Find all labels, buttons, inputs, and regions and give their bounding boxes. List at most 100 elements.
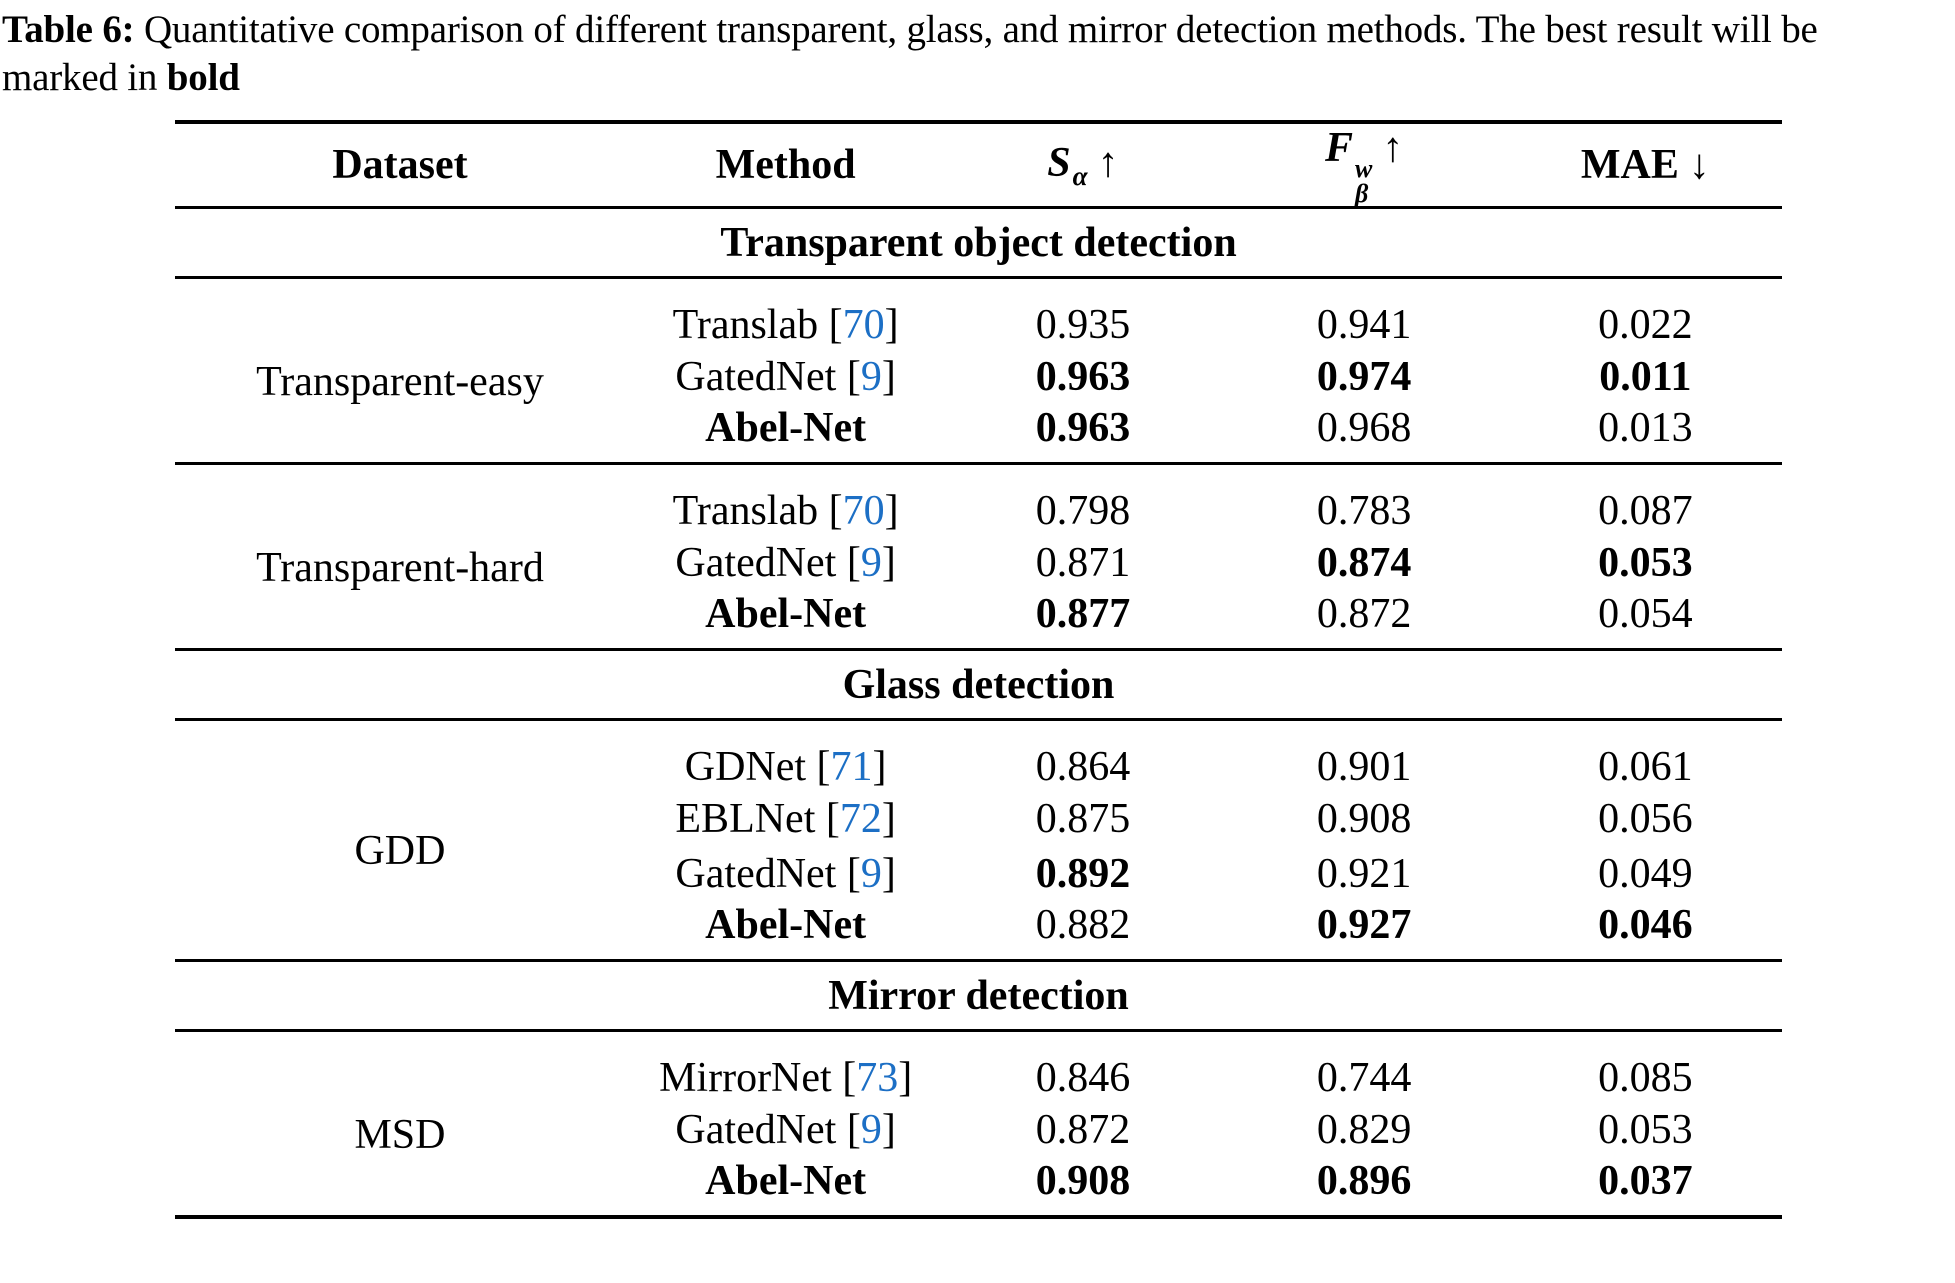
metric-cell-mae: 0.085 (1598, 1055, 1693, 1101)
citation-link[interactable]: 9 (860, 539, 882, 586)
method-cell: GatedNet [9] (675, 353, 896, 400)
metric-cell-fb: 0.872 (1316, 591, 1412, 637)
dataset-group: Transparent-easy Translab [70] 0.935 0.941 0… (175, 278, 1782, 464)
table-row: Abel-Net 0.963 0.968 0.013 (175, 404, 1782, 464)
metric-cell-fb: 0.744 (1316, 1055, 1412, 1101)
metric-cell-fb: 0.829 (1316, 1106, 1412, 1153)
method-name: Abel-Net (705, 591, 867, 637)
method-cell: EBLNet [72] (675, 795, 896, 842)
dataset-cell: Transparent-hard (256, 544, 544, 591)
section-title-row: Glass detection (175, 650, 1782, 720)
section: Glass detection (175, 650, 1782, 720)
method-cell: Abel-Net (625, 590, 946, 650)
metric-cell-sa: 0.877 (1035, 591, 1131, 637)
f-beta-superscript: w (1354, 154, 1373, 183)
citation-link[interactable]: 9 (860, 850, 882, 897)
method-cell: MirrorNet [73] (659, 1055, 913, 1101)
method-name: GatedNet (675, 1106, 837, 1153)
method-name: Abel-Net (705, 405, 867, 451)
metric-cell-fb: 0.901 (1316, 744, 1412, 790)
metric-cell-fb: 0.921 (1316, 850, 1412, 897)
method-name: Translab (672, 302, 819, 348)
metric-cell-fb: 0.783 (1316, 488, 1412, 534)
metric-cell-sa: 0.908 (1035, 1158, 1131, 1204)
table-row: EBLNet [72] 0.875 0.908 0.056 (175, 791, 1782, 846)
metric-cell-fb: 0.896 (1316, 1158, 1412, 1204)
metric-cell-fb: 0.941 (1316, 302, 1412, 348)
method-cell: Abel-Net (625, 1157, 946, 1217)
metric-cell-sa: 0.882 (1035, 902, 1131, 948)
f-beta-subscript: β (1354, 179, 1369, 208)
metric-cell-mae: 0.054 (1598, 591, 1693, 637)
section-title-row: Transparent object detection (175, 208, 1782, 278)
metric-cell-sa: 0.872 (1035, 1106, 1131, 1153)
table-row: MSD MirrorNet [73] 0.846 0.744 0.085 (175, 1031, 1782, 1158)
caption-line-1: Table 6: Quantitative comparison of diff… (2, 6, 1955, 54)
citation-link[interactable]: 72 (839, 795, 882, 842)
method-name: GDNet (684, 744, 807, 790)
table-row: Abel-Net 0.882 0.927 0.046 (175, 901, 1782, 961)
method-name: Translab (672, 488, 819, 534)
section-title: Glass detection (842, 661, 1115, 708)
method-name: GatedNet (675, 539, 837, 586)
citation-link[interactable]: 70 (842, 488, 885, 534)
metric-cell-sa: 0.935 (1035, 302, 1131, 348)
method-cell: Translab [70] (672, 302, 899, 348)
section-title: Mirror detection (828, 972, 1129, 1019)
metric-cell-mae: 0.022 (1598, 302, 1693, 348)
table-row: Transparent-easy Translab [70] 0.935 0.941 0… (175, 278, 1782, 405)
table-row: GatedNet [9] 0.872 0.829 0.053 (175, 1102, 1782, 1157)
dataset-cell: MSD (354, 1111, 446, 1158)
metric-cell-sa: 0.963 (1035, 353, 1131, 400)
method-header-label: Method (715, 142, 856, 188)
mae-header-label: MAE (1580, 142, 1679, 188)
metric-cell-mae: 0.013 (1598, 405, 1693, 451)
method-name: Abel-Net (705, 1158, 867, 1204)
up-arrow-icon: ↑ (1097, 139, 1119, 186)
metric-cell-sa: 0.846 (1035, 1055, 1131, 1101)
method-name: EBLNet (675, 795, 816, 842)
caption-line-2: marked in bold (2, 54, 1955, 102)
s-alpha-base: S (1047, 139, 1071, 186)
column-header-dataset: Dataset (175, 122, 625, 208)
caption-text-2: marked in (2, 56, 167, 99)
metric-cell-mae: 0.011 (1599, 353, 1692, 400)
method-name: GatedNet (675, 353, 837, 400)
citation-link[interactable]: 71 (830, 744, 873, 790)
caption-bold-word: bold (166, 56, 240, 99)
method-cell: Translab [70] (672, 488, 899, 534)
metric-cell-fb: 0.874 (1316, 539, 1412, 586)
metric-cell-mae: 0.049 (1598, 850, 1693, 897)
table-row: GatedNet [9] 0.963 0.974 0.011 (175, 349, 1782, 404)
dataset-cell: Transparent-easy (256, 358, 544, 405)
section-title: Transparent object detection (720, 219, 1237, 266)
citation-link[interactable]: 9 (860, 353, 882, 400)
table-row: Abel-Net 0.908 0.896 0.037 (175, 1157, 1782, 1217)
dataset-group: Transparent-hard Translab [70] 0.798 0.783 0… (175, 464, 1782, 650)
method-cell: GatedNet [9] (675, 1106, 896, 1153)
table-row: Abel-Net 0.877 0.872 0.054 (175, 590, 1782, 650)
metric-cell-mae: 0.053 (1598, 1106, 1693, 1153)
citation-link[interactable]: 70 (842, 302, 885, 348)
citation-link[interactable]: 9 (860, 1106, 882, 1153)
section: Mirror detection (175, 961, 1782, 1031)
metric-cell-fb: 0.927 (1316, 902, 1412, 948)
method-cell: GDNet [71] (684, 744, 887, 790)
table-caption: Table 6: Quantitative comparison of diff… (2, 6, 1955, 102)
table-row: GatedNet [9] 0.892 0.921 0.049 (175, 846, 1782, 901)
method-name: MirrorNet (659, 1055, 832, 1101)
metric-cell-sa: 0.871 (1035, 539, 1131, 586)
dataset-group: GDD GDNet [71] 0.864 0.901 0.061 EBLNet [72] 0… (175, 720, 1782, 961)
citation-link[interactable]: 73 (856, 1055, 899, 1101)
metric-cell-mae: 0.087 (1598, 488, 1693, 534)
metric-cell-mae: 0.061 (1598, 744, 1693, 790)
method-name: GatedNet (675, 850, 837, 897)
metric-cell-fb: 0.908 (1316, 795, 1412, 842)
metric-cell-sa: 0.875 (1035, 795, 1131, 842)
dataset-group: MSD MirrorNet [73] 0.846 0.744 0.085 GatedNet… (175, 1031, 1782, 1217)
column-header-s-alpha: Sα ↑ (946, 122, 1219, 208)
column-header-mae: MAE ↓ (1509, 122, 1782, 208)
